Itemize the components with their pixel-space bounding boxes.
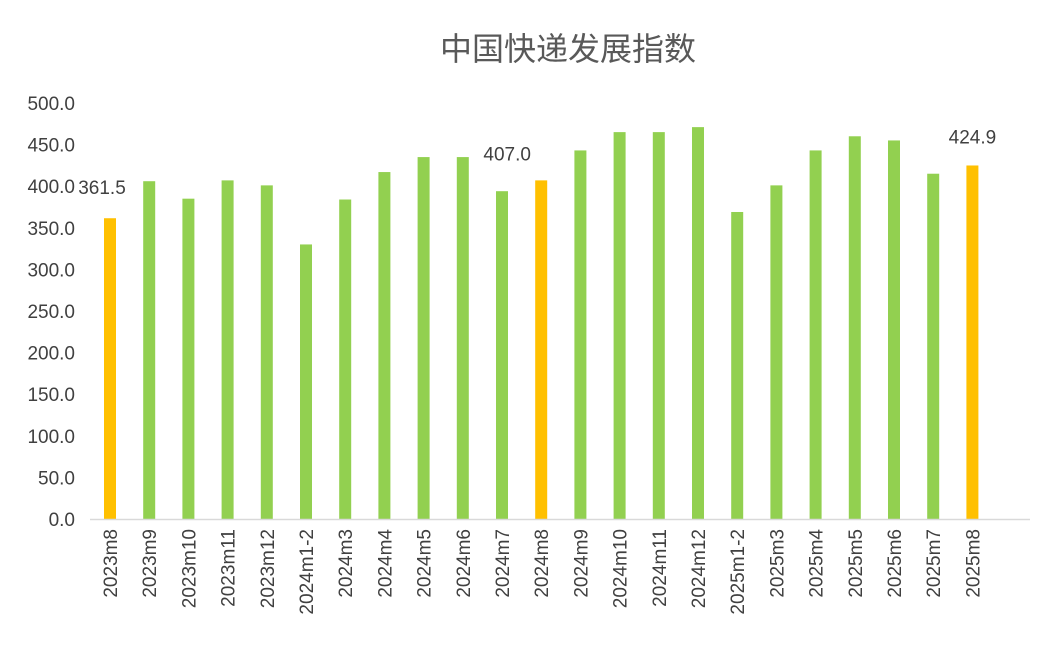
x-tick-label: 2025m1-2 (728, 529, 749, 615)
x-tick-label: 2025m7 (924, 529, 945, 598)
x-tick-label: 2024m1-2 (297, 529, 318, 615)
bar-2024m5 (417, 157, 430, 519)
x-tick-label: 2024m11 (650, 529, 671, 607)
x-tick-label: 2024m4 (375, 529, 396, 598)
x-tick-label: 2024m5 (415, 529, 436, 598)
x-tick-label: 2024m10 (611, 529, 632, 608)
bar-2024m11 (652, 132, 665, 519)
x-tick-label: 2023m10 (179, 529, 200, 608)
bar-2025m7 (927, 173, 940, 519)
bar-2024m10 (613, 132, 626, 519)
y-tick-label: 0.0 (49, 510, 75, 531)
x-tick-label: 2024m3 (336, 529, 357, 598)
bar-2024m4 (378, 172, 391, 519)
bar-2025m3 (770, 185, 783, 520)
y-tick-label: 250.0 (27, 302, 75, 323)
bar-2024m6 (456, 157, 469, 519)
y-tick-label: 100.0 (27, 427, 75, 448)
bar-2025m5 (848, 136, 861, 519)
x-tick-label: 2024m7 (493, 529, 514, 598)
x-tick-label: 2025m6 (885, 529, 906, 598)
data-label: 361.5 (78, 178, 126, 199)
x-tick-label: 2023m9 (140, 529, 161, 598)
y-tick-label: 400.0 (27, 177, 75, 198)
x-tick-label: 2024m12 (689, 529, 710, 608)
x-tick-label: 2023m8 (101, 529, 122, 598)
x-tick-label: 2024m6 (454, 529, 475, 598)
bar-2025m4 (809, 150, 822, 519)
bar-2024m1-2 (300, 244, 312, 519)
x-tick-label: 2023m12 (258, 529, 279, 608)
bar-2024m9 (574, 150, 587, 519)
x-tick-label: 2025m5 (846, 529, 867, 598)
data-label: 424.9 (949, 127, 997, 148)
y-tick-label: 50.0 (38, 468, 75, 489)
bar-2025m8 (966, 165, 979, 519)
bar-2024m8 (535, 180, 548, 519)
bar-2024m3 (339, 199, 352, 519)
x-tick-label: 2025m4 (807, 529, 828, 598)
y-tick-label: 150.0 (27, 385, 75, 406)
data-label: 407.0 (483, 144, 531, 165)
y-tick-label: 200.0 (27, 344, 75, 365)
y-tick-label: 500.0 (27, 94, 75, 115)
chart-title: 中国快递发展指数 (440, 30, 696, 68)
y-tick-label: 350.0 (27, 219, 75, 240)
x-tick-label: 2024m8 (532, 529, 553, 598)
bar-2023m11 (221, 180, 234, 519)
y-tick-label: 450.0 (27, 136, 75, 157)
bar-2023m12 (260, 185, 273, 520)
y-tick-label: 300.0 (27, 260, 75, 281)
bar-2023m8 (104, 218, 116, 519)
bar-2023m10 (182, 198, 195, 519)
x-tick-label: 2024m9 (571, 529, 592, 598)
x-tick-label: 2025m3 (767, 529, 788, 598)
x-tick-label: 2025m8 (963, 529, 984, 598)
bar-2025m6 (888, 140, 900, 519)
bar-2023m9 (143, 181, 156, 519)
bar-2024m12 (692, 127, 704, 520)
bar-2024m7 (496, 191, 508, 519)
bar-2025m1-2 (731, 211, 744, 519)
x-tick-label: 2023m11 (219, 529, 240, 607)
